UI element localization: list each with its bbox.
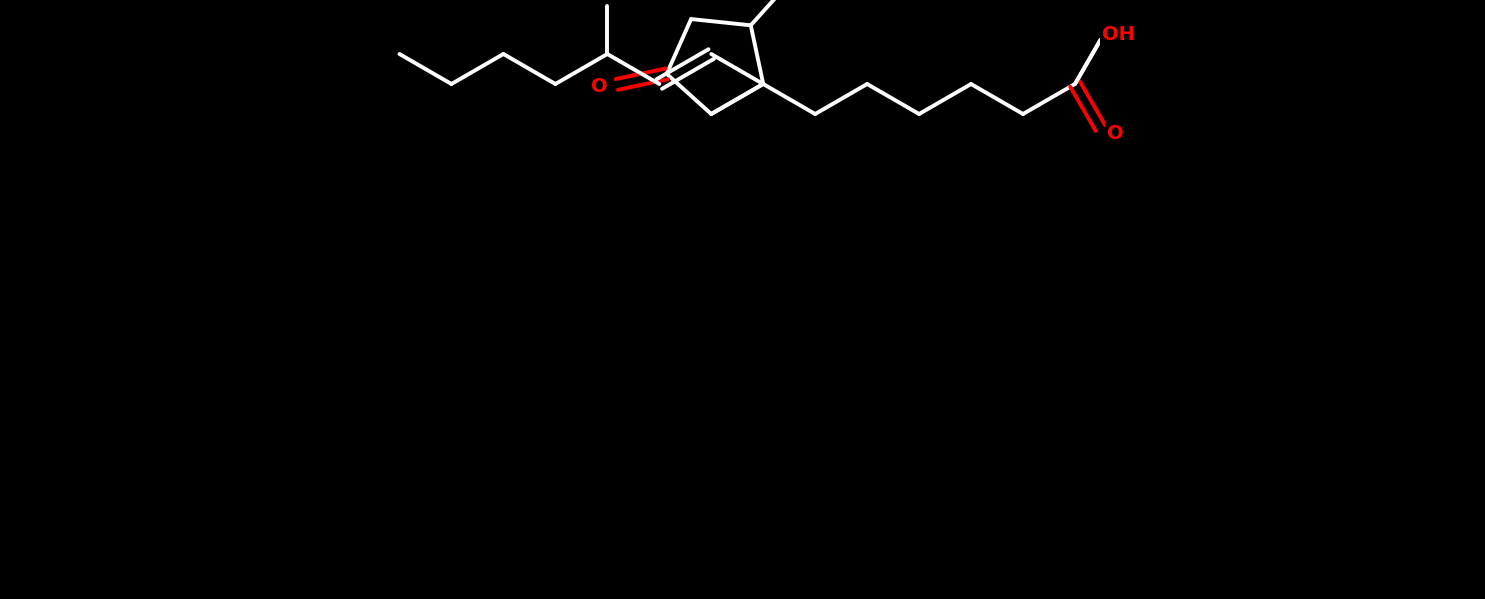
Text: O: O bbox=[591, 77, 607, 96]
Text: O: O bbox=[1108, 123, 1124, 143]
Text: OH: OH bbox=[1102, 25, 1135, 44]
